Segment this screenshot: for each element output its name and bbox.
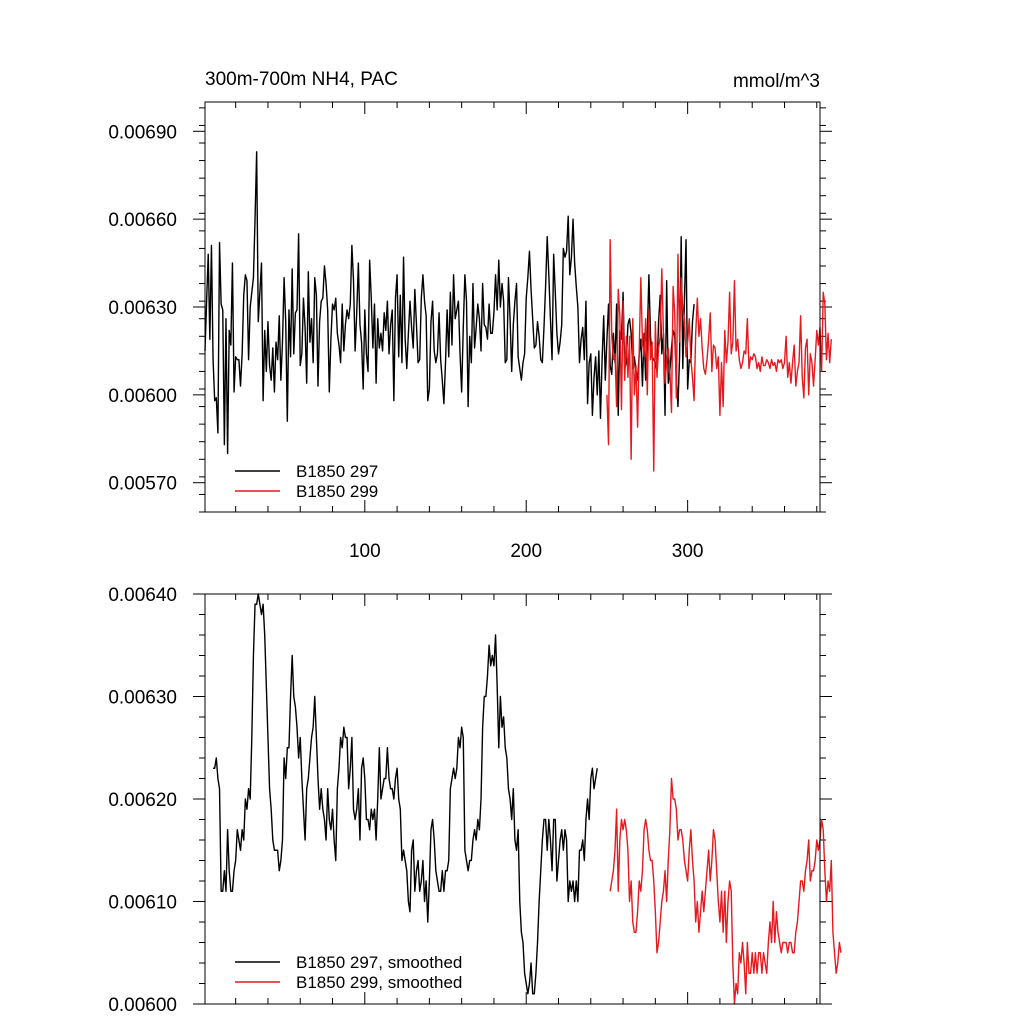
x-tick-label: 300 <box>672 541 704 562</box>
y-tick-label: 0.00600 <box>108 995 177 1016</box>
bottom-panel: 0.00600 0.00610 0.00620 0.00630 0.00640 B185… <box>108 585 842 1016</box>
y-tick-label: 0.00690 <box>108 122 177 143</box>
bottom-panel-legend: B1850 297, smoothed B1850 299, smoothed <box>235 953 462 992</box>
top-legend-label-series-b: B1850 299 <box>296 482 378 501</box>
series-line-b1850-299-smoothed <box>609 777 842 1005</box>
bottom-legend-label-series-b: B1850 299, smoothed <box>296 973 462 992</box>
top-panel-series <box>204 151 832 472</box>
top-panel-legend: B1850 297 B1850 299 <box>235 462 378 501</box>
x-tick-label: 100 <box>349 541 381 562</box>
bottom-legend-label-series-a: B1850 297, smoothed <box>296 953 462 972</box>
y-tick-label: 0.00570 <box>108 474 177 495</box>
x-tick-label: 200 <box>510 541 542 562</box>
top-legend-label-series-a: B1850 297 <box>296 462 378 481</box>
top-panel: 300m-700m NH4, PAC mmol/m^3 0.00570 0.006… <box>108 69 832 562</box>
y-tick-label: 0.00630 <box>108 688 177 709</box>
top-panel-frame <box>204 101 821 513</box>
series-line-b1850-299 <box>606 238 832 472</box>
top-panel-ticks: 0.00570 0.00600 0.00630 0.00660 0.00690 100 20… <box>108 102 832 562</box>
bottom-panel-frame <box>204 593 821 1005</box>
y-tick-label: 0.00620 <box>108 790 177 811</box>
y-tick-label: 0.00660 <box>108 210 177 231</box>
bottom-panel-ticks: 0.00600 0.00610 0.00620 0.00630 0.00640 <box>108 585 832 1016</box>
y-tick-label: 0.00630 <box>108 298 177 319</box>
y-tick-label: 0.00610 <box>108 893 177 914</box>
bottom-panel-series <box>213 593 842 1005</box>
series-line-b1850-297-smoothed <box>213 593 598 995</box>
top-panel-units: mmol/m^3 <box>733 71 820 92</box>
top-panel-title: 300m-700m NH4, PAC <box>205 69 398 90</box>
y-tick-label: 0.00600 <box>108 386 177 407</box>
y-tick-label: 0.00640 <box>108 585 177 606</box>
